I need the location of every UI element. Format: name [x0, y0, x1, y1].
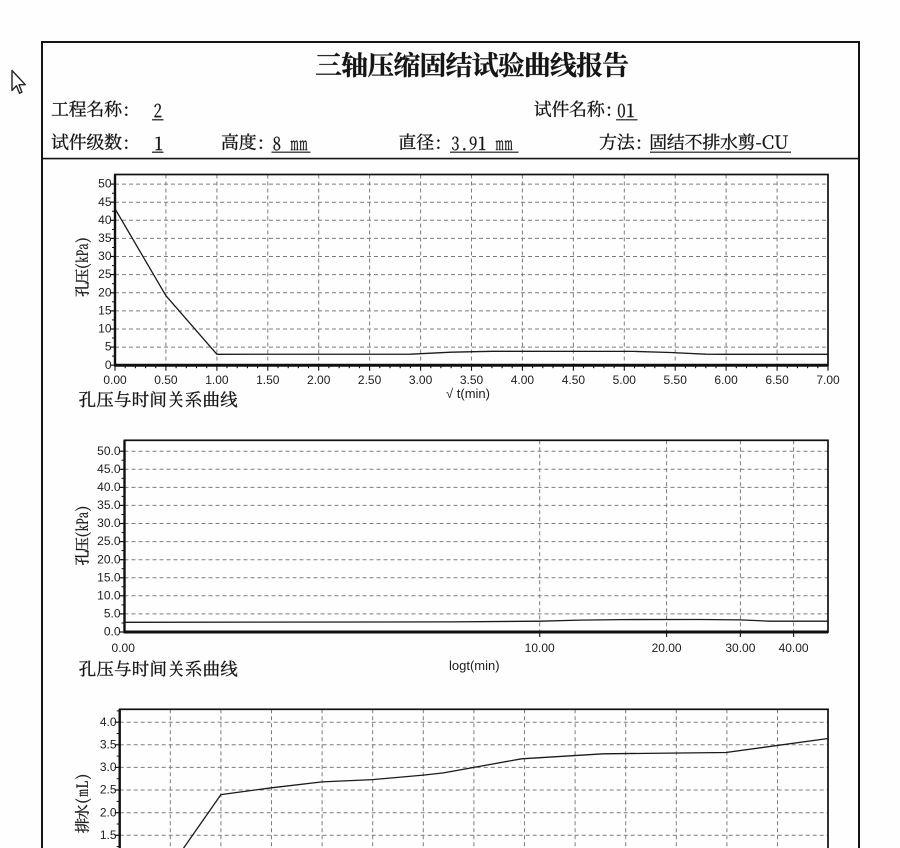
svg-text:10.0: 10.0: [97, 588, 121, 602]
svg-text:5.0: 5.0: [104, 607, 121, 621]
svg-text:4.00: 4.00: [511, 373, 535, 387]
svg-text:20.00: 20.00: [652, 641, 682, 655]
svg-text:5.00: 5.00: [613, 373, 637, 387]
svg-text:3.50: 3.50: [460, 373, 484, 387]
svg-text:6.00: 6.00: [714, 373, 738, 387]
svg-text:√ t(min): √ t(min): [446, 386, 490, 401]
svg-text:25.0: 25.0: [97, 534, 121, 548]
svg-text:3.00: 3.00: [409, 373, 433, 387]
svg-text:2.00: 2.00: [307, 373, 331, 387]
svg-text:1.50: 1.50: [256, 373, 280, 387]
svg-text:4.50: 4.50: [562, 373, 586, 387]
svg-text:6.50: 6.50: [765, 373, 789, 387]
svg-text:3.5: 3.5: [100, 737, 117, 751]
svg-text:3.0: 3.0: [100, 760, 117, 774]
svg-text:15.0: 15.0: [97, 570, 121, 584]
svg-text:5.50: 5.50: [664, 373, 688, 387]
svg-text:40: 40: [98, 213, 112, 227]
svg-text:35: 35: [98, 231, 112, 245]
svg-text:20.0: 20.0: [97, 552, 121, 566]
svg-text:10: 10: [98, 322, 112, 336]
svg-text:1.00: 1.00: [205, 373, 229, 387]
svg-text:2.5: 2.5: [100, 783, 117, 797]
svg-text:30.0: 30.0: [97, 516, 121, 530]
svg-text:40.00: 40.00: [779, 641, 809, 655]
svg-text:50.0: 50.0: [97, 444, 121, 458]
svg-text:50: 50: [98, 177, 112, 191]
svg-text:logt(min): logt(min): [449, 658, 500, 673]
svg-text:20: 20: [98, 285, 112, 299]
svg-text:40.0: 40.0: [97, 480, 121, 494]
svg-text:25: 25: [98, 267, 112, 281]
svg-text:15: 15: [98, 304, 112, 318]
svg-text:0.00: 0.00: [112, 641, 136, 655]
svg-text:0: 0: [105, 358, 112, 372]
svg-text:1.5: 1.5: [100, 828, 117, 842]
svg-text:45: 45: [98, 195, 112, 209]
svg-text:2.0: 2.0: [100, 805, 117, 819]
svg-text:2.50: 2.50: [358, 373, 382, 387]
svg-text:7.00: 7.00: [816, 373, 840, 387]
svg-text:4.0: 4.0: [100, 715, 117, 729]
svg-text:35.0: 35.0: [97, 498, 121, 512]
svg-text:30: 30: [98, 249, 112, 263]
svg-text:30.00: 30.00: [725, 641, 755, 655]
svg-text:45.0: 45.0: [97, 462, 121, 476]
svg-text:0.50: 0.50: [154, 373, 178, 387]
svg-text:5: 5: [105, 340, 112, 354]
svg-text:10.00: 10.00: [525, 641, 555, 655]
svg-text:0.0: 0.0: [104, 625, 121, 639]
svg-text:0.00: 0.00: [103, 373, 127, 387]
